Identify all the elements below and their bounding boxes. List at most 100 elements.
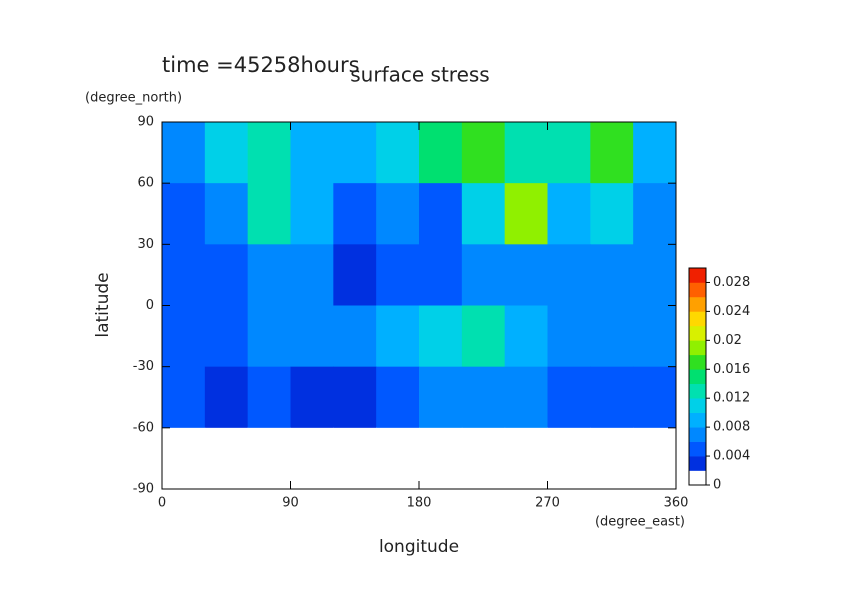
colorbar-band <box>689 354 706 370</box>
field-cell <box>547 366 591 429</box>
field-cell <box>504 183 548 245</box>
field-cell <box>247 366 291 429</box>
field-cell <box>162 183 206 245</box>
x-tick-label: 90 <box>282 496 299 511</box>
field-cell <box>333 427 377 490</box>
field-cell <box>204 244 249 306</box>
field-cell <box>547 305 591 368</box>
field-cell <box>162 305 206 368</box>
colorbar-tick-label: 0.02 <box>713 333 742 348</box>
y-unit: (degree_north) <box>85 91 182 106</box>
colorbar-band <box>689 325 706 341</box>
field-cell <box>247 183 291 245</box>
colorbar-band <box>689 470 706 486</box>
field-cell <box>633 244 677 306</box>
y-tick-label: 0 <box>146 298 154 313</box>
field-cell <box>247 244 291 306</box>
field-cell <box>461 244 506 306</box>
field-cell <box>461 427 506 490</box>
field-cell <box>504 122 548 184</box>
field-cell <box>461 305 506 368</box>
field-cell <box>419 183 463 245</box>
field-cell <box>547 427 591 490</box>
colorbar-tick-label: 0.016 <box>713 362 750 377</box>
field-cell <box>547 244 591 306</box>
annotation: time =45258hours <box>162 53 360 77</box>
field-cell <box>376 427 420 490</box>
y-tick-label: 60 <box>137 176 154 191</box>
colorbar-band <box>689 383 706 399</box>
field-cell <box>461 122 506 184</box>
x-axis-label: longitude <box>379 537 459 557</box>
y-tick-label: -60 <box>133 420 154 435</box>
field-cell <box>376 244 420 306</box>
field-cell <box>376 305 420 368</box>
field-cell <box>162 366 206 429</box>
field-cell <box>247 122 291 184</box>
colorbar-band <box>689 369 706 385</box>
field-cell <box>204 183 249 245</box>
field-cell <box>633 305 677 368</box>
y-tick-label: 90 <box>137 115 154 130</box>
colorbar-band <box>689 398 706 413</box>
field-cell <box>504 244 548 306</box>
x-unit: (degree_east) <box>595 515 685 530</box>
colorbar-frame <box>688 267 707 486</box>
field-cell <box>547 183 591 245</box>
field <box>162 122 677 490</box>
colorbar-band <box>689 340 706 356</box>
field-cell <box>461 183 506 245</box>
field-cell <box>204 366 249 429</box>
field-cell <box>590 427 634 490</box>
field-cell <box>290 122 334 184</box>
field-cell <box>419 122 463 184</box>
field-cell <box>590 244 634 306</box>
field-cell <box>633 122 677 184</box>
field-cell <box>333 244 377 306</box>
colorbar-band <box>689 311 706 327</box>
field-cell <box>504 305 548 368</box>
colorbar-band <box>689 441 706 457</box>
y-tick-label: -30 <box>133 359 154 374</box>
field-cell <box>290 427 334 490</box>
field-cell <box>590 122 634 184</box>
x-tick-label: 0 <box>158 496 166 511</box>
colorbar-tick-label: 0.008 <box>713 420 750 435</box>
x-tick-label: 180 <box>407 496 432 511</box>
field-cell <box>376 183 420 245</box>
field-cell <box>504 427 548 490</box>
colorbar-tick-label: 0.012 <box>713 391 750 406</box>
field-cell <box>376 366 420 429</box>
field-cell <box>162 427 206 490</box>
field-cell <box>204 305 249 368</box>
field-cell <box>204 427 249 490</box>
field-cell <box>461 366 506 429</box>
field-cell <box>290 183 334 245</box>
field-cell <box>419 244 463 306</box>
colorbar-tick-label: 0.028 <box>713 275 750 290</box>
colorbar-band <box>689 268 706 283</box>
field-cell <box>247 305 291 368</box>
field-cell <box>290 244 334 306</box>
colorbar-tick-label: 0.004 <box>713 449 750 464</box>
colorbar-band <box>689 296 706 312</box>
y-axis-label: latitude <box>93 272 113 337</box>
colorbar-band <box>689 412 706 428</box>
field-cell <box>504 366 548 429</box>
field-cell <box>633 427 677 490</box>
field-cell <box>590 183 634 245</box>
field-cell <box>162 244 206 306</box>
colorbar-tick-label: 0 <box>713 478 721 493</box>
field-cell <box>547 122 591 184</box>
field-cell <box>419 305 463 368</box>
field-cell <box>590 305 634 368</box>
field-cell <box>204 122 249 184</box>
field-cell <box>290 305 334 368</box>
colorbar-tick-label: 0.024 <box>713 304 750 319</box>
field-cell <box>333 183 377 245</box>
field-cell <box>419 366 463 429</box>
field-cell <box>333 305 377 368</box>
x-tick-label: 270 <box>535 496 560 511</box>
field-cell <box>247 427 291 490</box>
field-cell <box>162 122 206 184</box>
